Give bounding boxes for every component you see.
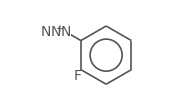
Text: F: F bbox=[73, 69, 81, 83]
Text: N: N bbox=[50, 25, 61, 39]
Text: N: N bbox=[41, 25, 51, 39]
Text: +: + bbox=[55, 24, 63, 34]
Text: N: N bbox=[61, 25, 71, 39]
